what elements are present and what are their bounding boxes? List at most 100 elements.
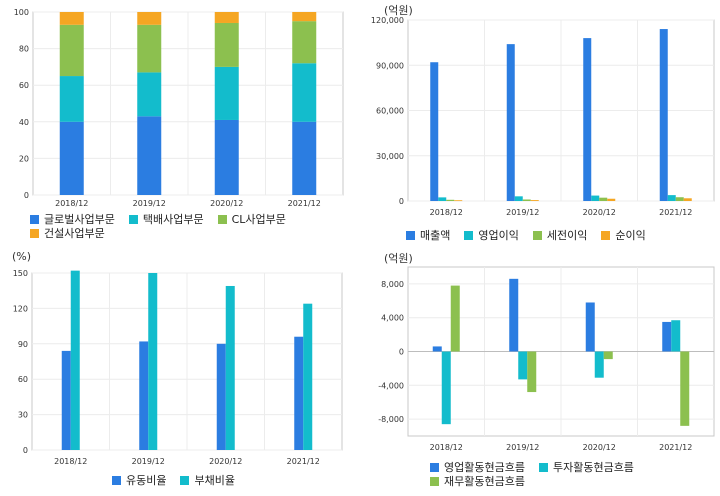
bar-0-0 xyxy=(432,346,442,352)
bar-3-3 xyxy=(292,12,317,22)
legend-item: 택배사업부문 xyxy=(128,213,204,226)
y-tick-label: 150 xyxy=(13,269,28,278)
legend-label: 세전이익 xyxy=(546,229,588,242)
y-tick-label: 40 xyxy=(19,118,29,127)
ratio-unit-label: (%) xyxy=(12,250,32,263)
cashflow-legend: 영업활동현금흐름 투자활동현금흐름 재무활동현금흐름 xyxy=(430,461,660,489)
income-plot: 0 30,000 60,000 90,000 120,000 2018/12 2019/12… xyxy=(371,16,715,217)
legend-item: 영업활동현금흐름 xyxy=(430,461,525,474)
bar-0-1 xyxy=(506,44,515,202)
bar-3-2 xyxy=(214,12,239,23)
y-tick-label: 90,000 xyxy=(376,61,404,70)
x-tick-label: 2020/12 xyxy=(583,208,616,217)
x-tick-label: 2019/12 xyxy=(506,208,539,217)
bar-1-3 xyxy=(671,320,681,352)
bar-1-3 xyxy=(292,63,317,122)
bar-0-1 xyxy=(139,341,149,450)
bar-3-1 xyxy=(137,12,162,25)
legend-label: 순이익 xyxy=(615,229,646,242)
income-chart: (억원) 0 30,000 60,000 90,000 120,000 2018/12 20… xyxy=(360,0,720,248)
bar-2-2 xyxy=(599,197,608,201)
legend-label: 매출액 xyxy=(420,229,451,242)
income-legend: 매출액 영업이익 세전이익 순이익 xyxy=(406,229,716,243)
bar-2-3 xyxy=(680,351,690,426)
y-tick-label: -8,000 xyxy=(378,415,404,424)
legend-label: 택배사업부문 xyxy=(142,213,204,226)
bar-3-0 xyxy=(454,200,463,202)
bar-1-1 xyxy=(137,72,162,117)
bar-0-3 xyxy=(292,121,317,195)
y-tick-label: 80 xyxy=(19,45,29,54)
y-tick-label: 8,000 xyxy=(381,280,404,289)
x-tick-label: 2018/12 xyxy=(430,208,463,217)
legend-label: 건설사업부문 xyxy=(44,227,105,240)
bar-0-2 xyxy=(216,343,226,450)
legend-swatch xyxy=(464,231,474,240)
y-tick-label: 30 xyxy=(18,411,28,420)
cashflow-chart: (억원) -8,000 -4,000 0 4,000 8,000 2018/12 2019/… xyxy=(360,248,720,496)
bar-1-1 xyxy=(518,351,528,380)
x-tick-label: 2019/12 xyxy=(133,199,166,208)
y-tick-label: 20 xyxy=(19,154,29,163)
legend-label: 영업이익 xyxy=(478,229,519,242)
bar-2-0 xyxy=(446,199,455,201)
y-tick-label: 30,000 xyxy=(376,152,404,161)
legend-item: CL사업부문 xyxy=(217,213,286,226)
y-tick-label: 0 xyxy=(24,191,29,200)
bar-0-1 xyxy=(509,278,519,352)
bar-1-2 xyxy=(225,285,235,450)
bar-0-1 xyxy=(137,116,162,195)
legend-swatch xyxy=(112,476,121,485)
x-tick-label: 2018/12 xyxy=(430,443,463,452)
y-tick-label: 60,000 xyxy=(376,107,404,116)
x-tick-label: 2021/12 xyxy=(659,208,692,217)
bar-0-3 xyxy=(294,336,304,450)
x-tick-label: 2021/12 xyxy=(287,457,320,466)
legend-label: 영업활동현금흐름 xyxy=(444,461,525,474)
ratio-chart: (%) 0 30 60 90 120 150 2018/12 2019/12 2020/12 20… xyxy=(0,248,360,496)
legend-swatch xyxy=(217,215,227,224)
legend-label: 글로벌사업부문 xyxy=(44,213,115,226)
legend-item: 매출액 xyxy=(406,229,450,242)
bar-1-0 xyxy=(441,351,451,425)
bar-2-1 xyxy=(522,199,531,201)
legend-item: 순이익 xyxy=(601,229,646,242)
y-tick-label: 60 xyxy=(19,81,29,90)
bar-2-3 xyxy=(292,21,317,64)
legend-swatch xyxy=(30,229,39,238)
y-tick-label: 0 xyxy=(23,446,28,455)
legend-item: 부채비율 xyxy=(180,474,235,487)
y-tick-label: 0 xyxy=(399,197,404,206)
x-tick-label: 2020/12 xyxy=(583,443,616,452)
bar-1-2 xyxy=(591,195,600,201)
legend-label: CL사업부문 xyxy=(231,213,286,226)
x-tick-label: 2020/12 xyxy=(209,457,242,466)
bar-2-0 xyxy=(450,285,460,352)
legend-item: 글로벌사업부문 xyxy=(30,213,115,226)
legend-label: 부채비율 xyxy=(194,474,235,487)
bar-0-0 xyxy=(59,121,84,195)
legend-swatch xyxy=(532,231,542,240)
legend-swatch xyxy=(538,463,548,472)
bar-0-3 xyxy=(662,321,672,352)
legend-swatch xyxy=(180,476,190,485)
legend-item: 유동비율 xyxy=(112,474,166,487)
bar-3-2 xyxy=(607,198,616,201)
bar-0-0 xyxy=(61,350,71,450)
y-tick-label: 0 xyxy=(399,348,404,357)
bar-2-1 xyxy=(527,351,537,393)
bar-2-2 xyxy=(214,22,239,67)
legend-item: 투자활동현금흐름 xyxy=(538,461,634,474)
x-tick-label: 2019/12 xyxy=(132,457,165,466)
bar-1-3 xyxy=(303,303,313,450)
bar-2-0 xyxy=(59,24,84,77)
legend-swatch xyxy=(430,477,439,486)
bar-1-2 xyxy=(594,351,604,378)
segment-share-chart: 0 20 40 60 80 100 2018/12 2019/12 2020/12 2021/12… xyxy=(0,0,360,248)
bar-1-0 xyxy=(70,270,80,450)
bar-0-2 xyxy=(583,38,592,201)
y-tick-label: -4,000 xyxy=(378,381,404,390)
x-tick-label: 2019/12 xyxy=(506,443,539,452)
y-tick-label: 4,000 xyxy=(381,314,404,323)
bar-3-0 xyxy=(59,12,84,25)
